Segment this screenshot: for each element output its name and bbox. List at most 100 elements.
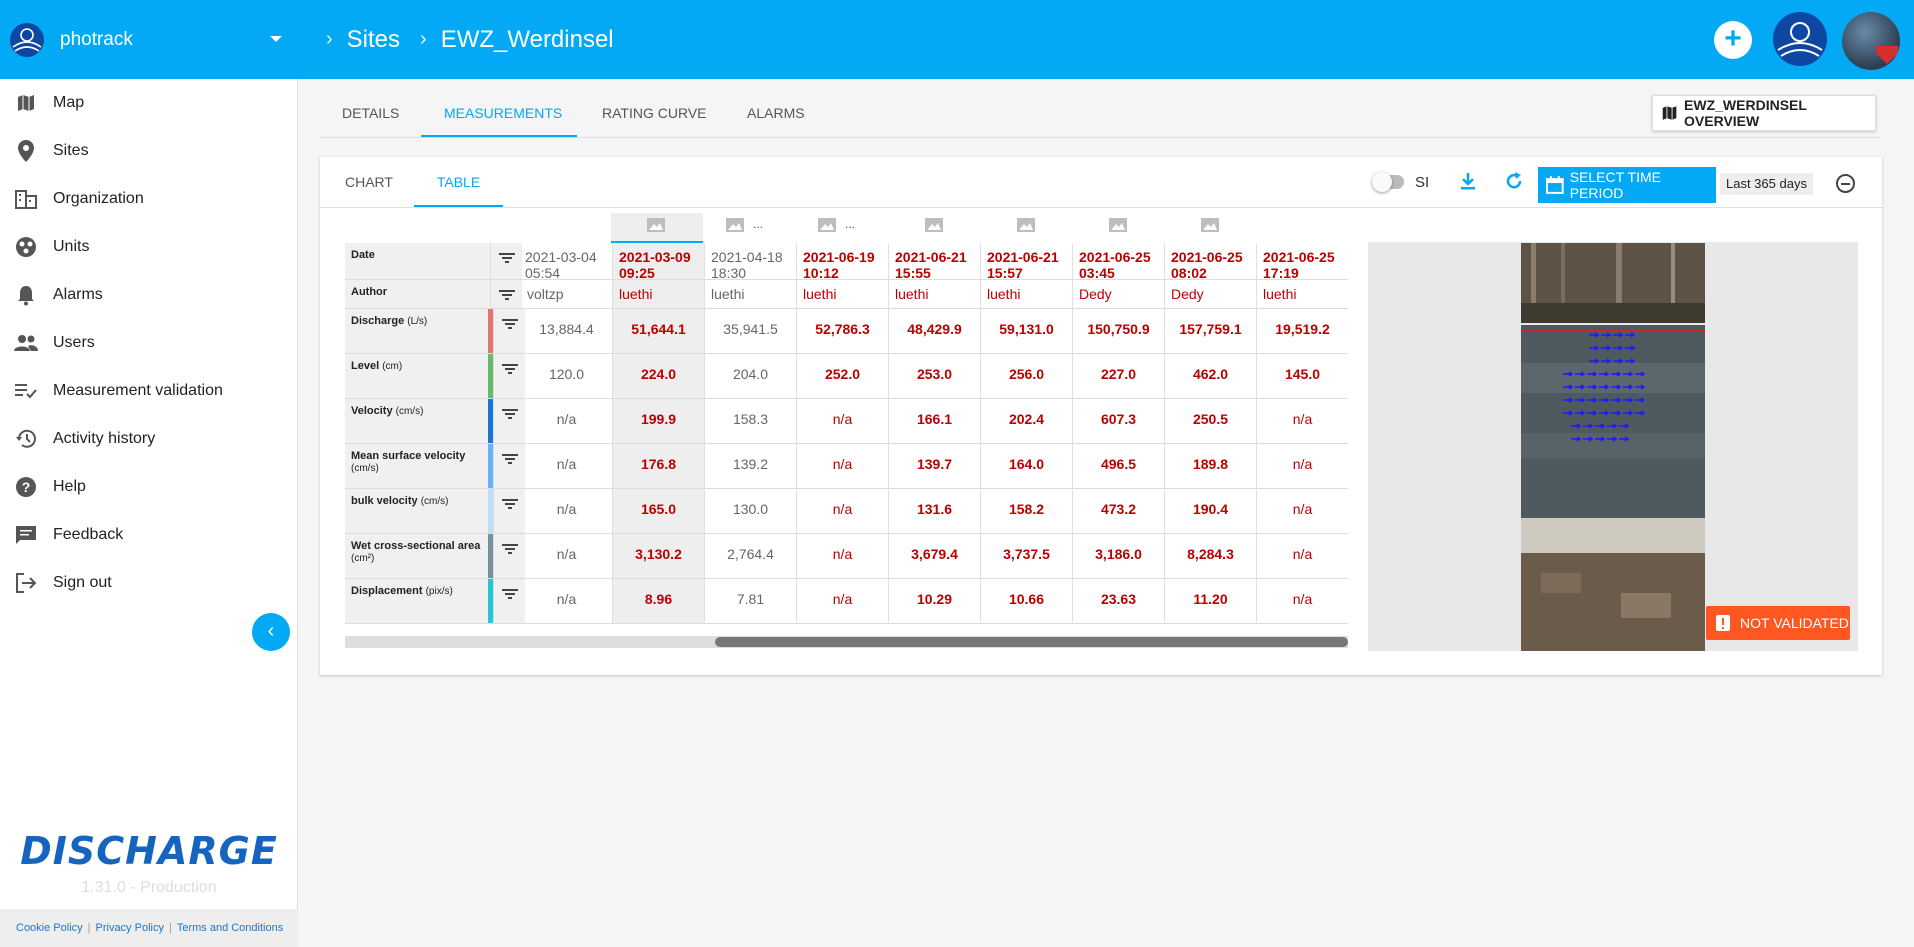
image-icon[interactable] [646, 217, 668, 235]
filter-icon[interactable] [490, 243, 522, 279]
table-cell[interactable]: n/a [521, 489, 613, 533]
table-cell[interactable]: 2021-04-18 18:30 [705, 243, 797, 281]
validation-status-badge[interactable]: NOT VALIDATED [1706, 606, 1850, 640]
sidebar-item-users[interactable]: Users [0, 323, 298, 363]
sidebar-item-measurement-validation[interactable]: Measurement validation [0, 371, 298, 411]
table-cell[interactable]: 2,764.4 [705, 534, 797, 578]
subtab-table[interactable]: TABLE [414, 157, 503, 207]
terms-link[interactable]: Terms and Conditions [176, 922, 284, 934]
table-cell[interactable]: 3,737.5 [981, 534, 1073, 578]
table-cell[interactable]: n/a [797, 579, 889, 623]
scrollbar-thumb[interactable] [715, 637, 1348, 647]
table-cell[interactable]: 10.29 [889, 579, 981, 623]
download-icon[interactable] [1456, 171, 1480, 195]
table-cell[interactable]: 2021-06-19 10:12 [797, 243, 889, 281]
sidebar-item-sites[interactable]: Sites [0, 131, 298, 171]
table-cell[interactable]: n/a [521, 444, 613, 488]
table-cell[interactable]: 7.81 [705, 579, 797, 623]
image-icon[interactable] [725, 217, 759, 235]
table-cell[interactable]: 10.66 [981, 579, 1073, 623]
cookie-policy-link[interactable]: Cookie Policy [16, 922, 83, 934]
table-cell[interactable]: 145.0 [1257, 354, 1348, 398]
table-cell[interactable]: 252.0 [797, 354, 889, 398]
table-cell[interactable]: 462.0 [1165, 354, 1257, 398]
table-cell[interactable]: 139.7 [889, 444, 981, 488]
table-cell[interactable]: n/a [797, 399, 889, 443]
filter-icon[interactable] [490, 280, 522, 308]
org-selector[interactable]: photrack [0, 0, 298, 79]
table-cell[interactable]: luethi [705, 280, 797, 308]
table-cell[interactable]: 51,644.1 [613, 309, 705, 353]
table-cell[interactable]: 48,429.9 [889, 309, 981, 353]
table-cell[interactable]: n/a [521, 399, 613, 443]
table-cell[interactable]: 190.4 [1165, 489, 1257, 533]
table-cell[interactable]: 3,679.4 [889, 534, 981, 578]
table-cell[interactable]: 52,786.3 [797, 309, 889, 353]
table-cell[interactable]: 2021-06-25 08:02 [1165, 243, 1257, 281]
sidebar-item-alarms[interactable]: Alarms [0, 275, 298, 315]
table-cell[interactable]: 2021-06-25 03:45 [1073, 243, 1165, 281]
table-cell[interactable]: n/a [797, 534, 889, 578]
tab-measurements[interactable]: MEASUREMENTS [421, 89, 577, 137]
table-cell[interactable]: 120.0 [521, 354, 613, 398]
table-cell[interactable]: 204.0 [705, 354, 797, 398]
refresh-icon[interactable] [1502, 171, 1526, 195]
table-cell[interactable]: luethi [613, 280, 705, 308]
collapse-sidebar-button[interactable]: ‹ [252, 613, 290, 651]
table-cell[interactable]: 35,941.5 [705, 309, 797, 353]
table-cell[interactable]: n/a [1257, 399, 1348, 443]
table-cell[interactable]: 189.8 [1165, 444, 1257, 488]
filter-icon[interactable] [493, 354, 525, 398]
table-cell[interactable]: 11.20 [1165, 579, 1257, 623]
tab-alarms[interactable]: ALARMS [747, 105, 805, 121]
table-cell[interactable]: 3,130.2 [613, 534, 705, 578]
table-cell[interactable]: 473.2 [1073, 489, 1165, 533]
table-cell[interactable]: 2021-06-21 15:57 [981, 243, 1073, 281]
table-cell[interactable]: 166.1 [889, 399, 981, 443]
table-cell[interactable]: Dedy [1073, 280, 1165, 308]
site-overview-button[interactable]: EWZ_WERDINSEL OVERVIEW [1652, 95, 1876, 131]
table-cell[interactable]: n/a [797, 489, 889, 533]
horizontal-scrollbar[interactable] [345, 636, 1348, 648]
table-cell[interactable]: 199.9 [613, 399, 705, 443]
table-cell[interactable]: 158.2 [981, 489, 1073, 533]
table-cell[interactable]: 2021-06-25 17:19 [1257, 243, 1348, 281]
add-button[interactable]: + [1714, 21, 1752, 59]
table-cell[interactable]: 176.8 [613, 444, 705, 488]
remove-circle-icon[interactable] [1836, 174, 1855, 193]
table-cell[interactable]: 607.3 [1073, 399, 1165, 443]
table-cell[interactable]: luethi [889, 280, 981, 308]
table-cell[interactable]: 253.0 [889, 354, 981, 398]
sidebar-item-help[interactable]: ? Help [0, 467, 298, 507]
table-cell[interactable]: 150,750.9 [1073, 309, 1165, 353]
sidebar-item-sign-out[interactable]: Sign out [0, 563, 298, 603]
filter-icon[interactable] [493, 579, 525, 623]
sidebar-item-units[interactable]: Units [0, 227, 298, 267]
table-cell[interactable]: 157,759.1 [1165, 309, 1257, 353]
org-avatar[interactable] [1773, 12, 1827, 66]
table-cell[interactable]: 158.3 [705, 399, 797, 443]
table-cell[interactable]: 2021-03-04 05:54 [521, 243, 613, 281]
table-cell[interactable]: Dedy [1165, 280, 1257, 308]
si-units-toggle[interactable] [1372, 172, 1404, 192]
table-cell[interactable]: n/a [1257, 579, 1348, 623]
table-cell[interactable]: 202.4 [981, 399, 1073, 443]
privacy-policy-link[interactable]: Privacy Policy [95, 922, 164, 934]
table-cell[interactable]: 250.5 [1165, 399, 1257, 443]
table-cell[interactable]: luethi [981, 280, 1073, 308]
filter-icon[interactable] [493, 399, 525, 443]
table-cell[interactable]: 19,519.2 [1257, 309, 1348, 353]
subtab-chart[interactable]: CHART [345, 174, 393, 190]
table-cell[interactable]: 3,186.0 [1073, 534, 1165, 578]
table-cell[interactable]: 2021-06-21 15:55 [889, 243, 981, 281]
table-cell[interactable]: 8,284.3 [1165, 534, 1257, 578]
table-cell[interactable]: 2021-03-09 09:25 [613, 243, 705, 281]
table-cell[interactable]: 131.6 [889, 489, 981, 533]
sidebar-item-feedback[interactable]: Feedback [0, 515, 298, 555]
user-avatar[interactable] [1842, 12, 1900, 70]
image-icon[interactable] [1016, 217, 1038, 235]
breadcrumb-sites[interactable]: Sites [346, 25, 401, 53]
table-cell[interactable]: 164.0 [981, 444, 1073, 488]
sidebar-item-map[interactable]: Map [0, 83, 298, 123]
sidebar-item-activity-history[interactable]: Activity history [0, 419, 298, 459]
